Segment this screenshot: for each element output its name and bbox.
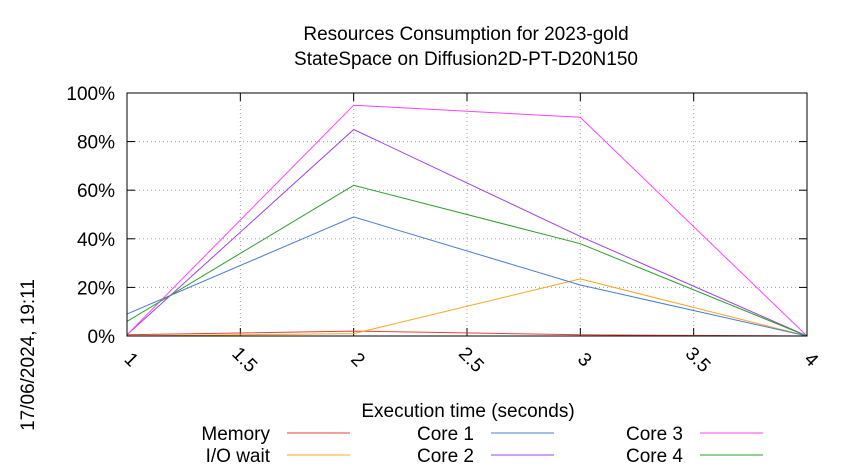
x-tick-label: 1.5 [227, 343, 261, 377]
x-tick-label: 1 [120, 349, 142, 371]
y-tick-label: 100% [66, 84, 115, 105]
legend-label: Core 4 [626, 446, 683, 467]
series-line-core-2 [126, 128, 808, 337]
plot-frame [126, 92, 808, 337]
y-tick-label: 40% [77, 230, 115, 251]
grid-lines [127, 93, 807, 336]
series-line-core-3 [126, 104, 808, 337]
y-tick-label: 80% [77, 133, 115, 154]
legend-label: Core 1 [417, 424, 474, 445]
y-tick-label: 0% [88, 327, 116, 348]
legend-label: Core 3 [626, 424, 683, 445]
series-line-core-4 [126, 184, 808, 337]
y-tick-label: 60% [77, 181, 115, 202]
series-line-memory [126, 330, 808, 337]
legend-label: Core 2 [417, 446, 474, 467]
y-tick-label: 20% [77, 278, 115, 299]
x-tick-label: 2.5 [454, 343, 488, 377]
x-tick-label: 2 [346, 349, 368, 371]
x-tick-label: 4 [800, 349, 823, 372]
timestamp: 17/06/2024, 19:11 [18, 279, 39, 431]
x-tick-label: 3.5 [681, 343, 715, 377]
series-lines [126, 104, 808, 337]
chart-subtitle: StateSpace on Diffusion2D-PT-D20N150 [294, 49, 638, 70]
x-axis-label: Execution time (seconds) [361, 401, 574, 422]
series-line-core-1 [126, 216, 808, 337]
legend-label: I/O wait [206, 446, 271, 467]
x-tick-label: 3 [573, 349, 595, 371]
chart-title: Resources Consumption for 2023-gold [303, 24, 628, 45]
series-line-i-o-wait [126, 278, 808, 337]
legend-label: Memory [201, 424, 270, 445]
